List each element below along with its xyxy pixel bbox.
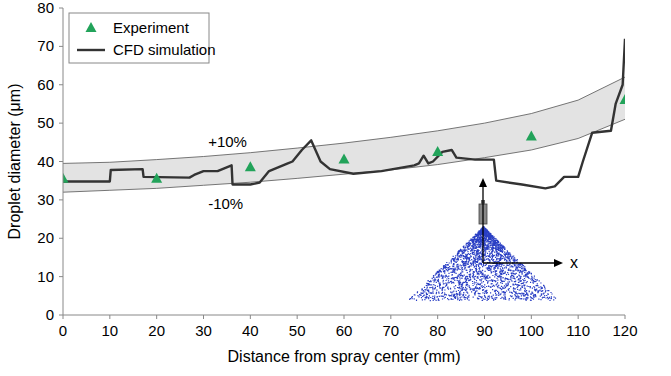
x-tick-label: 40 xyxy=(242,322,259,339)
x-tick-label: 20 xyxy=(148,322,165,339)
y-tick xyxy=(59,276,63,277)
inset-arrow-up xyxy=(479,178,487,187)
y-tick-label: 50 xyxy=(37,114,54,131)
y-tick-label: 60 xyxy=(37,76,54,93)
y-tick xyxy=(59,199,63,200)
x-tick-label: 30 xyxy=(195,322,212,339)
x-tick-label: 0 xyxy=(59,322,67,339)
y-tick-label: 30 xyxy=(37,191,54,208)
band-edge-lower xyxy=(63,119,625,192)
legend-marker xyxy=(86,22,97,32)
x-tick xyxy=(344,315,345,319)
x-tick-label: 50 xyxy=(289,322,306,339)
x-tick xyxy=(297,315,298,319)
y-tick-label: 0 xyxy=(46,306,54,323)
y-tick xyxy=(59,84,63,85)
legend-line xyxy=(77,49,105,51)
inset-arrow-right xyxy=(554,259,563,267)
tolerance-band xyxy=(63,77,625,192)
y-tick-label: 70 xyxy=(37,37,54,54)
legend-label: CFD simulation xyxy=(113,41,216,58)
band-label-upper: +10% xyxy=(208,133,247,150)
x-tick xyxy=(390,315,391,319)
y-tick xyxy=(59,123,63,124)
inset-axis-horizontal xyxy=(483,262,558,263)
x-tick-label: 60 xyxy=(336,322,353,339)
y-tick-label: 80 xyxy=(37,0,54,16)
x-axis-title: Distance from spray center (mm) xyxy=(228,348,461,365)
legend: Experiment CFD simulation xyxy=(69,13,216,63)
y-tick xyxy=(59,315,63,316)
y-axis-title: Droplet diameter (μm) xyxy=(6,84,23,240)
x-tick xyxy=(578,315,579,319)
experiment-point xyxy=(620,94,626,104)
experiment-point xyxy=(526,131,537,141)
x-tick xyxy=(625,315,626,319)
legend-label: Experiment xyxy=(113,19,190,36)
x-tick-label: 70 xyxy=(382,322,399,339)
inset-axis-label: x xyxy=(570,254,578,271)
x-tick xyxy=(109,315,110,319)
y-tick xyxy=(59,238,63,239)
y-tick-label: 10 xyxy=(37,268,54,285)
x-tick-label: 120 xyxy=(612,322,637,339)
x-tick-label: 10 xyxy=(101,322,118,339)
x-tick-label: 80 xyxy=(429,322,446,339)
x-tick xyxy=(203,315,204,319)
experiment-point xyxy=(63,173,69,183)
x-tick xyxy=(531,315,532,319)
experiment-point xyxy=(339,154,350,164)
band-label-lower: -10% xyxy=(208,195,243,212)
y-tick xyxy=(59,46,63,47)
y-tick xyxy=(59,8,63,9)
x-tick-label: 100 xyxy=(519,322,544,339)
chart: x +10% -10% 0 10 20 30 40 50 60 70 80 0 10 20 30 40 50 60 7… xyxy=(0,0,671,376)
x-tick xyxy=(484,315,485,319)
x-tick-label: 110 xyxy=(566,322,590,339)
x-tick xyxy=(437,315,438,319)
experiment-point xyxy=(151,173,162,183)
y-tick xyxy=(59,161,63,162)
experiment-point xyxy=(432,146,443,156)
x-tick-label: 90 xyxy=(476,322,493,339)
x-tick xyxy=(250,315,251,319)
x-tick xyxy=(63,315,64,319)
spray-illustration xyxy=(409,178,563,301)
y-tick-label: 40 xyxy=(37,153,54,170)
y-tick-label: 20 xyxy=(37,229,54,246)
inset-axis-vertical xyxy=(482,182,483,263)
band-edge-upper xyxy=(63,77,625,163)
x-tick xyxy=(156,315,157,319)
experiment-point xyxy=(245,161,256,171)
